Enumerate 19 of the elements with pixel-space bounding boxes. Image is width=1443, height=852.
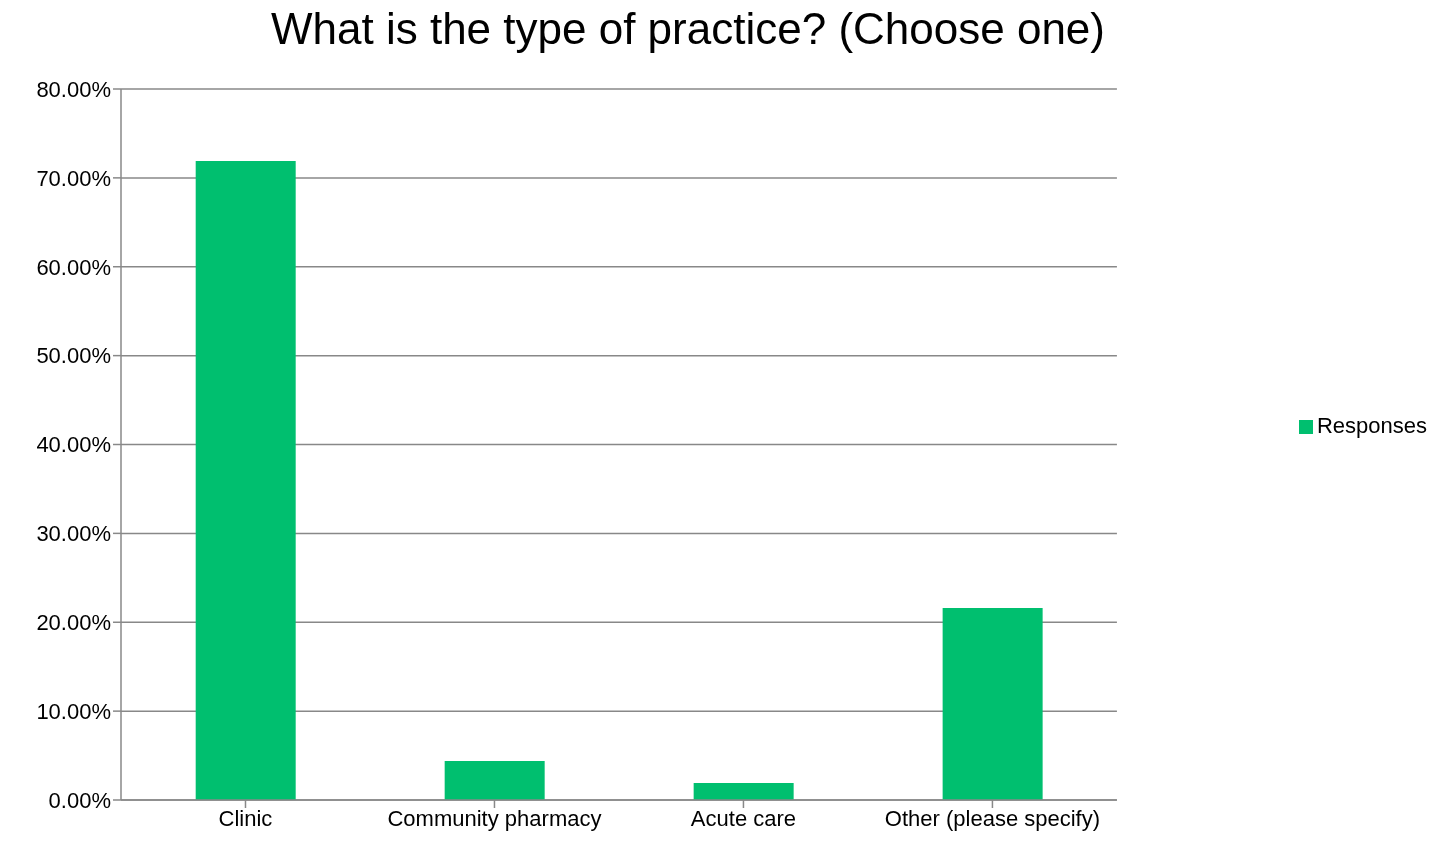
y-tick-label: 80.00% <box>36 76 111 102</box>
x-tick-label: Clinic <box>218 805 273 831</box>
y-tick-label: 30.00% <box>36 521 111 547</box>
y-tick-label: 40.00% <box>36 432 111 458</box>
chart-title: What is the type of practice? (Choose one) <box>270 4 1106 54</box>
x-tick-label: Other (please specify) <box>884 805 1101 831</box>
y-tick-label: 60.00% <box>36 254 111 280</box>
bar <box>195 160 296 800</box>
y-tick-label: 10.00% <box>36 698 111 724</box>
y-tick-label: 20.00% <box>36 610 111 636</box>
bar <box>444 760 545 800</box>
y-tick-label: 50.00% <box>36 343 111 369</box>
bar <box>693 783 794 800</box>
x-tick-label: Community pharmacy <box>387 805 602 831</box>
bar <box>942 608 1043 800</box>
y-tick-label: 0.00% <box>48 787 111 813</box>
y-tick-label: 70.00% <box>36 165 111 191</box>
x-tick-label: Acute care <box>690 805 797 831</box>
legend-label: Responses <box>1316 413 1427 438</box>
